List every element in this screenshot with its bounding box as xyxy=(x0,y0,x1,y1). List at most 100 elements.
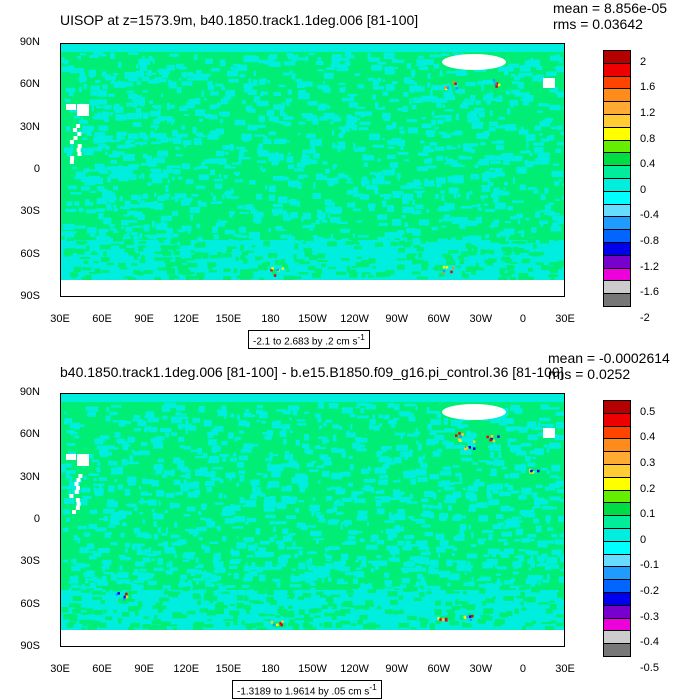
colorbar-swatch xyxy=(603,178,631,192)
colorbar-label: 0.1 xyxy=(640,508,656,521)
colorbar-swatch xyxy=(603,566,631,581)
colorbar-label: -0.4 xyxy=(640,636,659,649)
colorbar-swatch xyxy=(603,464,631,478)
colorbar-swatch xyxy=(603,579,631,593)
rms-stat: rms = 0.0252 xyxy=(548,366,631,382)
colorbar-label: -0.3 xyxy=(640,610,659,623)
colorbar-swatch xyxy=(603,75,631,90)
colorbar-swatch xyxy=(603,190,631,205)
colorbar-swatch xyxy=(603,617,631,632)
colorbar-swatch xyxy=(603,540,631,555)
x-tick-label: 120E xyxy=(173,663,200,675)
colorbar-label: 1.6 xyxy=(640,81,656,94)
range-label: -2.1 to 2.683 by .2 cm s-1 xyxy=(248,330,370,350)
colorbar-label: -0.8 xyxy=(640,235,659,247)
x-tick-label: 150E xyxy=(215,663,242,675)
y-tick-label: 60N xyxy=(19,78,40,91)
y-tick-label: 30S xyxy=(20,205,40,218)
range-label: -1.3189 to 1.9614 by .05 cm s-1 xyxy=(232,680,382,700)
colorbar-swatch xyxy=(603,451,631,465)
colorbar-swatch xyxy=(603,165,631,179)
x-tick-label: 180 xyxy=(261,313,280,325)
colorbar-label: -1.6 xyxy=(640,286,659,299)
colorbar-swatch xyxy=(603,476,631,491)
missing-greenland xyxy=(442,404,506,420)
rms-stat: rms = 0.03642 xyxy=(553,16,643,32)
colorbar-swatch xyxy=(603,114,631,128)
colorbar-label: -0.2 xyxy=(640,585,659,597)
colorbar-label: 0.5 xyxy=(640,405,656,418)
colorbar-swatch xyxy=(603,528,631,542)
x-tick-label: 30E xyxy=(50,663,70,675)
x-tick-label: 120W xyxy=(340,663,369,675)
colorbar-swatch xyxy=(603,630,631,645)
colorbar-swatch xyxy=(603,553,631,568)
colorbar-swatch xyxy=(603,62,631,77)
y-tick-label: 90S xyxy=(20,640,40,652)
colorbar-swatch xyxy=(603,280,631,295)
x-tick-label: 90E xyxy=(134,663,154,675)
map-field xyxy=(61,44,564,296)
x-tick-label: 150W xyxy=(298,663,327,675)
colorbar-swatch xyxy=(603,502,631,517)
colorbar-label: -1.2 xyxy=(640,260,659,273)
arctic-band xyxy=(61,394,564,402)
x-tick-label: 30E xyxy=(50,313,70,325)
colorbar-swatch xyxy=(603,229,631,243)
colorbar-swatch xyxy=(603,515,631,529)
colorbar-label: -2 xyxy=(640,311,650,324)
colorbar-label: 2 xyxy=(640,55,647,68)
x-tick-label: 30W xyxy=(469,663,493,675)
colorbar-label: 0 xyxy=(640,533,647,546)
x-tick-label: 60E xyxy=(92,663,112,675)
y-tick-label: 90N xyxy=(19,386,40,398)
x-tick-label: 150W xyxy=(298,313,327,325)
colorbar-swatch xyxy=(603,643,631,657)
colorbar-swatch xyxy=(603,88,631,103)
colorbar-swatch xyxy=(603,126,631,141)
colorbar-label: 0.2 xyxy=(640,482,656,495)
colorbar-swatch xyxy=(603,438,631,453)
map-plot xyxy=(60,393,565,647)
x-tick-label: 30E xyxy=(555,313,575,325)
colorbar-label: 1.2 xyxy=(640,107,656,119)
y-tick-label: 0 xyxy=(33,513,40,525)
arctic-band xyxy=(61,44,564,52)
x-tick-label: 150E xyxy=(215,313,242,325)
colorbar-swatch xyxy=(603,50,631,64)
colorbar-label: -0.4 xyxy=(640,209,659,222)
colorbar-swatch xyxy=(603,254,631,269)
x-tick-label: 90W xyxy=(385,663,408,675)
colorbar-label: -0.1 xyxy=(640,559,659,572)
colorbar-label: 0.4 xyxy=(640,158,656,171)
map-plot xyxy=(60,43,565,297)
x-tick-label: 0 xyxy=(519,663,526,675)
x-tick-label: 60W xyxy=(427,663,451,675)
colorbar-swatch xyxy=(603,489,631,504)
x-tick-label: 60E xyxy=(92,313,112,325)
x-tick-label: 90E xyxy=(134,313,154,325)
colorbar-swatch xyxy=(603,293,631,307)
colorbar-label: 0.8 xyxy=(640,132,656,145)
missing-south xyxy=(61,630,564,646)
y-tick-label: 30N xyxy=(19,470,40,483)
missing-south xyxy=(61,280,564,296)
colorbar-swatch xyxy=(603,592,631,606)
map-field xyxy=(61,394,564,646)
colorbar-swatch xyxy=(603,412,631,427)
y-tick-label: 90S xyxy=(20,290,40,302)
x-tick-label: 120W xyxy=(340,313,369,325)
missing-greenland xyxy=(442,54,506,70)
chart-title: b40.1850.track1.1deg.006 [81-100] - b.e1… xyxy=(60,364,564,380)
x-tick-label: 90W xyxy=(385,313,408,325)
colorbar-swatch xyxy=(603,152,631,167)
y-tick-label: 60S xyxy=(20,247,40,260)
chart-title: UISOP at z=1573.9m, b40.1850.track1.1deg… xyxy=(60,12,419,28)
colorbar-label: 0.4 xyxy=(640,431,656,444)
colorbar-label: 0.3 xyxy=(640,457,656,469)
x-tick-label: 120E xyxy=(173,313,200,325)
colorbar-label: -0.5 xyxy=(640,661,659,674)
y-tick-label: 0 xyxy=(33,163,40,175)
colorbar-label: 0 xyxy=(640,183,647,196)
colorbar-swatch xyxy=(603,425,631,440)
